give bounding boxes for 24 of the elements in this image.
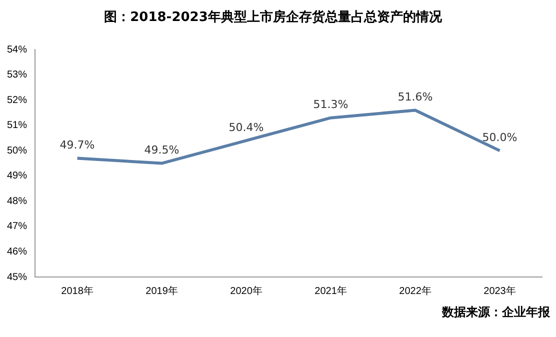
y-tick-label: 45% bbox=[7, 272, 28, 283]
x-tick-label: 2019年 bbox=[146, 284, 178, 297]
x-tick-label: 2020年 bbox=[230, 284, 262, 297]
x-tick-label: 2023年 bbox=[484, 284, 516, 297]
data-label: 49.7% bbox=[60, 138, 95, 152]
data-label: 49.5% bbox=[144, 144, 180, 157]
y-tick-label: 48% bbox=[7, 196, 28, 207]
y-tick-label: 50% bbox=[7, 145, 28, 156]
y-tick-label: 46% bbox=[7, 246, 28, 258]
data-label: 51.6% bbox=[398, 90, 433, 104]
x-tick-label: 2022年 bbox=[399, 284, 432, 297]
data-label: 50.0% bbox=[482, 131, 518, 144]
source-note: 数据来源：企业年报 bbox=[442, 304, 550, 321]
y-tick-label: 54% bbox=[7, 44, 28, 56]
y-tick-label: 47% bbox=[7, 221, 28, 232]
data-label: 50.4% bbox=[228, 120, 264, 134]
chart-title: 图：2018-2023年典型上市房企存货总量占总资产的情况 bbox=[104, 9, 443, 26]
y-tick-label: 52% bbox=[7, 94, 28, 106]
y-tick-label: 51% bbox=[7, 120, 28, 132]
y-tick-label: 53% bbox=[7, 70, 28, 81]
y-tick-label: 49% bbox=[7, 170, 28, 182]
x-tick-label: 2018年 bbox=[61, 284, 94, 297]
data-label: 51.3% bbox=[313, 98, 348, 112]
x-tick-label: 2021年 bbox=[314, 284, 347, 297]
